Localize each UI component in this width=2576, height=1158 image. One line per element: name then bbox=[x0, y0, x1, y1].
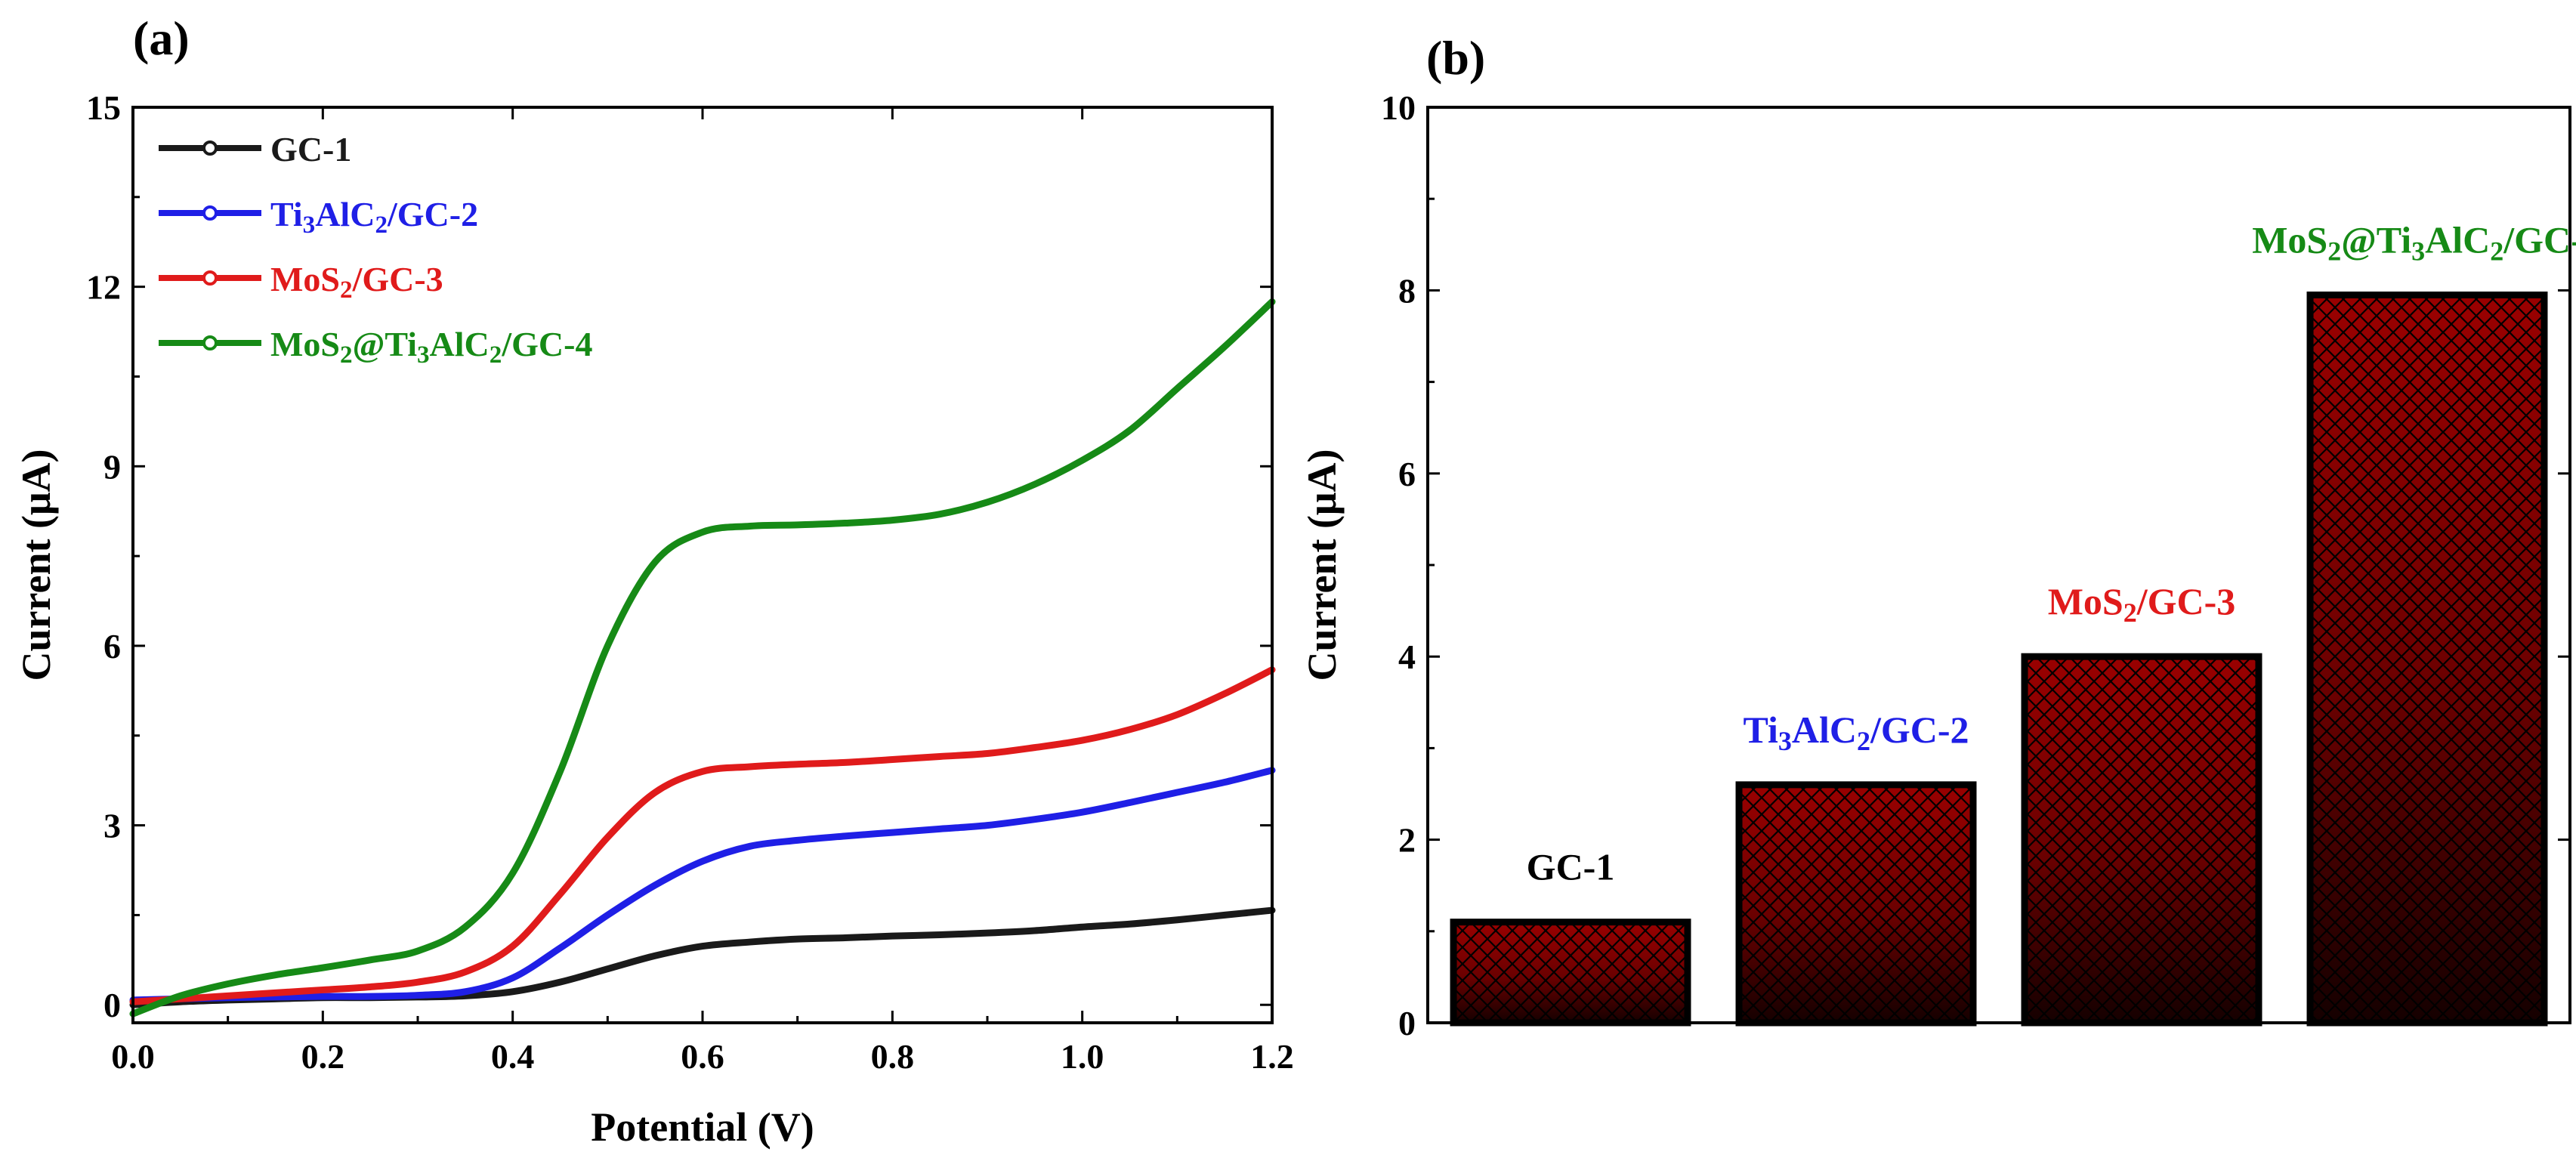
bar-label-3: MoS2/GC-3 bbox=[2048, 580, 2236, 628]
bar-2: Ti3AlC2/GC-2 bbox=[1735, 709, 1977, 1027]
y-tick-label: 2 bbox=[1398, 821, 1416, 860]
panel-a-ticks: 0.0 0.2 0.4 0.6 0.8 1.0 1.2 0 3 6 9 12 15 bbox=[86, 88, 1294, 1076]
legend-marker bbox=[202, 270, 218, 286]
y-tick-label: 15 bbox=[86, 88, 121, 127]
bar-hatch bbox=[1453, 922, 1688, 1023]
panel-a-y-axis-label: Current (μA) bbox=[14, 449, 59, 681]
y-tick-label: 0 bbox=[103, 986, 121, 1024]
legend-label: MoS2/GC-3 bbox=[270, 260, 443, 304]
panel-a-line-chart: (a) 0.0 0.2 0.4 0.6 0.8 1.0 1.2 0 3 6 9 12 15 GC-1 Ti… bbox=[14, 11, 1294, 1150]
y-tick-label: 9 bbox=[103, 447, 121, 486]
bar-label-1: GC-1 bbox=[1527, 846, 1615, 888]
legend-marker bbox=[202, 335, 218, 350]
legend-item-2: Ti3AlC2/GC-2 bbox=[159, 195, 478, 239]
y-tick-label: 6 bbox=[103, 627, 121, 665]
y-tick-label: 12 bbox=[86, 268, 121, 307]
legend-item-4: MoS2@Ti3AlC2/GC-4 bbox=[159, 325, 592, 369]
bar-label-4: MoS2@Ti3AlC2/GC-4 bbox=[2252, 218, 2576, 266]
panel-a-series bbox=[129, 298, 1276, 1017]
panel-a-plot-frame bbox=[131, 106, 1274, 1024]
panel-b-bars: GC-1 Ti3AlC2/GC-2 MoS2/GC-3 MoS2@Ti3AlC2/GC… bbox=[1450, 218, 2576, 1027]
legend-item-3: MoS2/GC-3 bbox=[159, 260, 443, 304]
y-tick-label: 3 bbox=[103, 807, 121, 845]
x-tick-label: 0.8 bbox=[871, 1037, 915, 1076]
legend-item-1: GC-1 bbox=[159, 130, 351, 168]
panel-b-bar-chart: (b) 0 2 4 6 8 10 GC-1 Ti3AlC2/GC-2 MoS2/GC-3 MoS… bbox=[1299, 31, 2576, 1042]
x-tick-label: 0.4 bbox=[491, 1037, 535, 1076]
panel-b-y-axis-label: Current (μA) bbox=[1299, 449, 1345, 681]
x-tick-label: 1.0 bbox=[1061, 1037, 1104, 1076]
panel-b-plot-frame bbox=[1426, 106, 2571, 1024]
panel-a-label: (a) bbox=[133, 11, 190, 65]
legend-label: GC-1 bbox=[270, 130, 351, 168]
series-line-2 bbox=[129, 767, 1276, 1004]
x-tick-label: 0.0 bbox=[111, 1037, 155, 1076]
bar-1: GC-1 bbox=[1450, 846, 1691, 1027]
legend-marker bbox=[202, 205, 218, 221]
legend-label: Ti3AlC2/GC-2 bbox=[270, 195, 478, 239]
panel-a-x-axis-label: Potential (V) bbox=[591, 1104, 814, 1150]
panel-a-legend: GC-1 Ti3AlC2/GC-2 MoS2/GC-3 MoS2@Ti3AlC2/GC… bbox=[159, 130, 592, 369]
y-tick-label: 10 bbox=[1381, 88, 1416, 127]
panel-b-label: (b) bbox=[1426, 31, 1485, 85]
x-tick-label: 1.2 bbox=[1250, 1037, 1294, 1076]
x-tick-label: 0.6 bbox=[681, 1037, 724, 1076]
y-tick-label: 4 bbox=[1398, 638, 1416, 676]
legend-label: MoS2@Ti3AlC2/GC-4 bbox=[270, 325, 592, 369]
y-tick-label: 6 bbox=[1398, 455, 1416, 493]
legend-marker bbox=[202, 141, 218, 156]
x-tick-label: 0.2 bbox=[301, 1037, 345, 1076]
y-tick-label: 0 bbox=[1398, 1004, 1416, 1042]
series-line-3 bbox=[129, 666, 1276, 1005]
bar-hatch bbox=[1739, 784, 1973, 1023]
series-line-4 bbox=[129, 298, 1276, 1017]
bar-hatch bbox=[2310, 295, 2544, 1024]
bar-4: MoS2@Ti3AlC2/GC-4 bbox=[2252, 218, 2576, 1027]
y-tick-label: 8 bbox=[1398, 271, 1416, 310]
bar-3: MoS2/GC-3 bbox=[2021, 580, 2262, 1027]
bar-label-2: Ti3AlC2/GC-2 bbox=[1744, 709, 1969, 756]
bar-hatch bbox=[2025, 656, 2259, 1023]
